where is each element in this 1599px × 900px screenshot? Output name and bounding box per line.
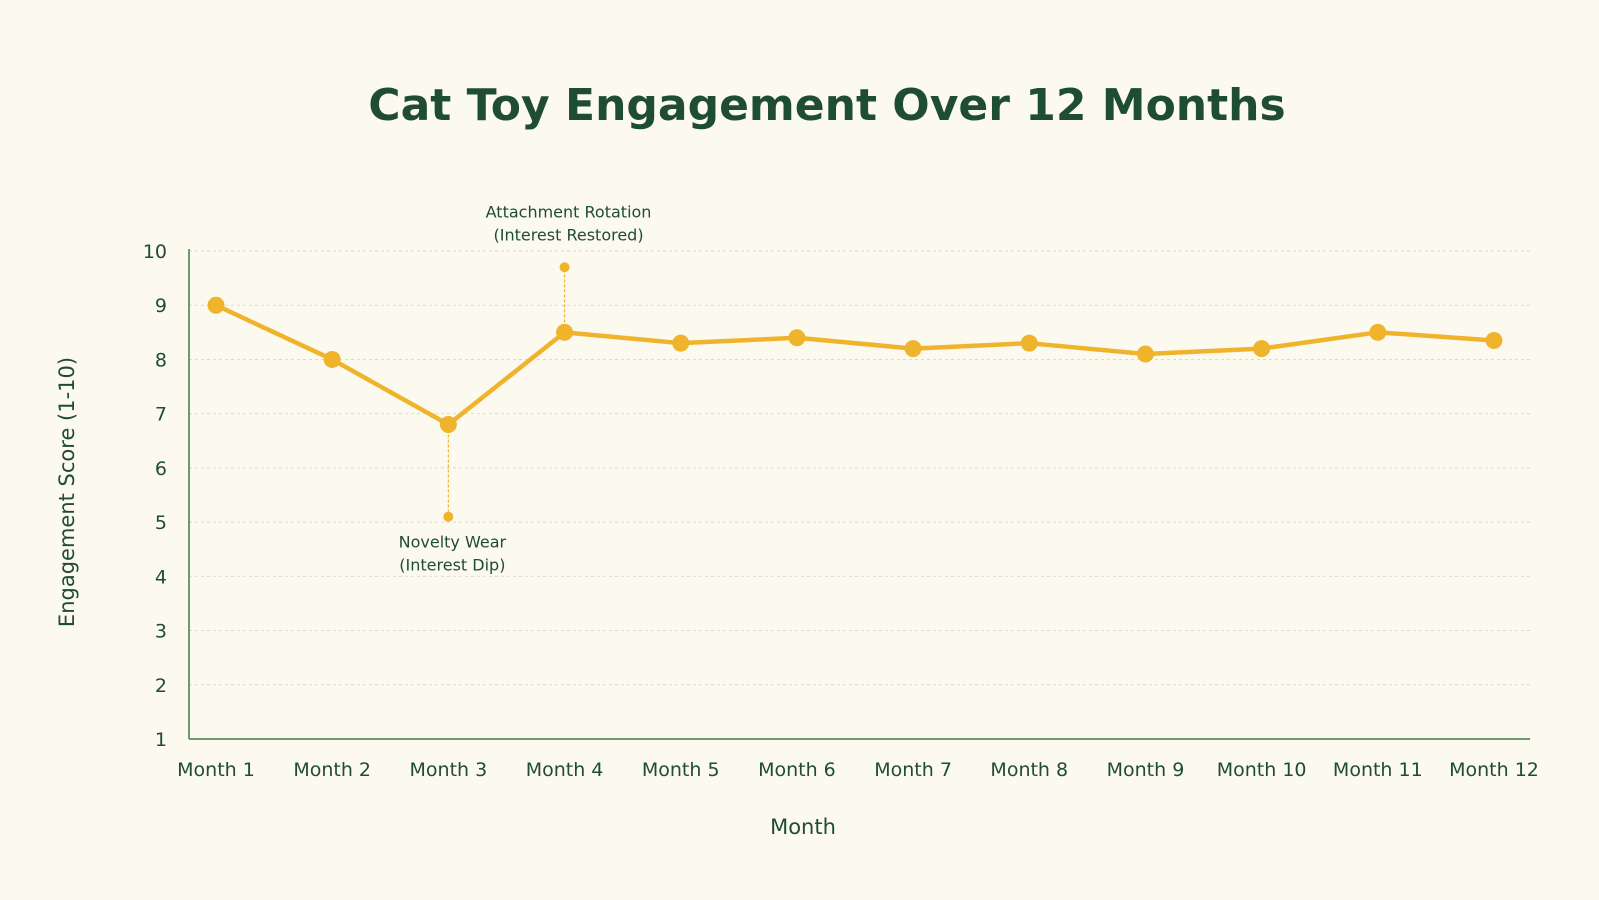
y-tick-label: 3 (155, 621, 167, 643)
y-tick-label: 2 (155, 675, 167, 697)
grid-lines (189, 250, 1530, 686)
annotations: Novelty Wear (Interest Dip) Attachment Rot… (399, 202, 652, 574)
x-tick-label: Month 12 (1449, 759, 1539, 781)
y-tick-label: 9 (155, 295, 167, 317)
x-tick-label: Month 7 (874, 759, 952, 781)
data-point (323, 350, 341, 368)
data-point (207, 296, 225, 314)
data-point (1253, 340, 1271, 358)
data-point (1020, 334, 1038, 352)
y-tick-label: 8 (155, 349, 167, 371)
series-line (213, 302, 1497, 427)
y-tick-labels: 1 2 3 4 5 6 7 8 9 10 (143, 241, 167, 751)
annotation-text: (Interest Restored) (493, 225, 643, 244)
x-tick-label: Month 6 (758, 759, 836, 781)
annotation-text: Attachment Rotation (486, 202, 652, 221)
data-point (672, 334, 690, 352)
chart-title: Cat Toy Engagement Over 12 Months (368, 80, 1285, 131)
series-engagement (207, 296, 1503, 434)
y-tick-label: 1 (155, 729, 167, 751)
x-tick-label: Month 8 (990, 759, 1068, 781)
data-point (788, 329, 806, 347)
axes (188, 249, 1530, 740)
y-tick-label: 5 (155, 512, 167, 534)
annotation-marker (443, 511, 454, 522)
x-tick-label: Month 3 (410, 759, 488, 781)
annotation-text: (Interest Dip) (399, 556, 505, 575)
y-axis-label: Engagement Score (1-10) (55, 357, 79, 627)
y-tick-label: 7 (155, 404, 167, 426)
annotation-marker (559, 262, 570, 273)
x-tick-label: Month 4 (526, 759, 604, 781)
x-tick-label: Month 5 (642, 759, 720, 781)
x-tick-labels: Month 1 Month 2 Month 3 Month 4 Month 5 Month… (177, 759, 1539, 781)
x-tick-label: Month 9 (1107, 759, 1185, 781)
x-tick-label: Month 1 (177, 759, 255, 781)
data-point (1485, 331, 1503, 349)
y-tick-label: 4 (155, 566, 167, 588)
annotation-text: Novelty Wear (399, 533, 507, 552)
data-point (1369, 323, 1387, 341)
data-point (439, 416, 457, 434)
x-tick-label: Month 11 (1333, 759, 1423, 781)
x-axis-label: Month (770, 815, 836, 839)
data-point (1136, 345, 1154, 363)
x-tick-label: Month 10 (1217, 759, 1307, 781)
data-point (556, 323, 574, 341)
y-tick-label: 6 (155, 458, 167, 480)
x-tick-label: Month 2 (293, 759, 371, 781)
data-point (904, 340, 922, 358)
y-tick-label: 10 (143, 241, 167, 263)
